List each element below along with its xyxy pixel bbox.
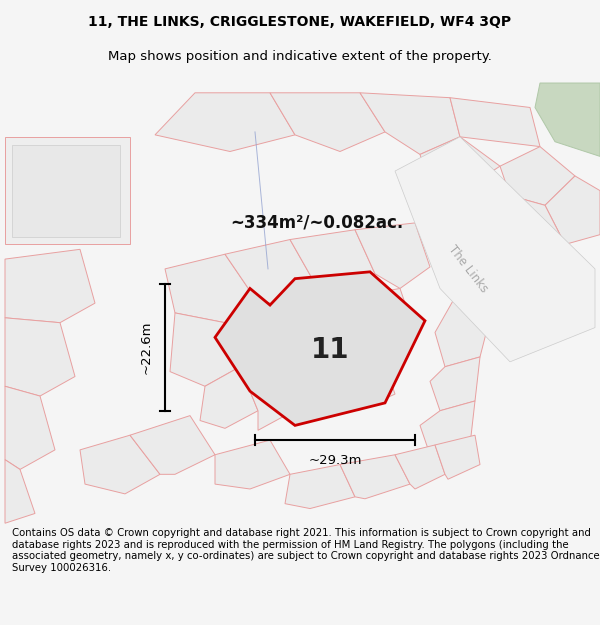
Polygon shape <box>5 142 90 201</box>
Polygon shape <box>265 362 340 424</box>
Polygon shape <box>545 176 600 244</box>
Polygon shape <box>285 464 355 509</box>
Polygon shape <box>460 239 530 318</box>
Polygon shape <box>285 298 360 362</box>
Polygon shape <box>5 318 75 396</box>
Polygon shape <box>5 137 130 244</box>
Polygon shape <box>215 440 290 489</box>
Polygon shape <box>215 272 425 426</box>
Polygon shape <box>535 83 600 156</box>
Text: ~334m²/~0.082ac.: ~334m²/~0.082ac. <box>230 214 403 232</box>
Polygon shape <box>395 137 595 362</box>
Polygon shape <box>5 142 125 239</box>
Polygon shape <box>500 147 575 205</box>
Polygon shape <box>225 239 315 308</box>
Polygon shape <box>165 254 255 322</box>
Polygon shape <box>435 435 480 479</box>
Polygon shape <box>130 416 215 474</box>
Polygon shape <box>240 367 285 430</box>
Polygon shape <box>420 137 500 186</box>
Polygon shape <box>395 445 445 489</box>
Text: 11, THE LINKS, CRIGGLESTONE, WAKEFIELD, WF4 3QP: 11, THE LINKS, CRIGGLESTONE, WAKEFIELD, … <box>88 15 512 29</box>
Polygon shape <box>355 223 430 289</box>
Polygon shape <box>490 196 565 264</box>
Polygon shape <box>340 455 410 499</box>
Text: ~22.6m: ~22.6m <box>140 321 153 374</box>
Text: Contains OS data © Crown copyright and database right 2021. This information is : Contains OS data © Crown copyright and d… <box>12 528 599 573</box>
Polygon shape <box>5 386 55 469</box>
Polygon shape <box>430 357 480 411</box>
Polygon shape <box>225 308 300 372</box>
Polygon shape <box>360 92 460 154</box>
Polygon shape <box>345 289 415 350</box>
Polygon shape <box>270 92 385 151</box>
Polygon shape <box>450 98 540 147</box>
Polygon shape <box>80 435 160 494</box>
Polygon shape <box>325 350 395 411</box>
Polygon shape <box>435 289 490 367</box>
Polygon shape <box>290 230 375 298</box>
Polygon shape <box>420 401 475 455</box>
Text: The Links: The Links <box>446 242 490 295</box>
Polygon shape <box>5 459 35 523</box>
Text: Map shows position and indicative extent of the property.: Map shows position and indicative extent… <box>108 50 492 62</box>
Text: 11: 11 <box>311 336 349 364</box>
Polygon shape <box>200 367 258 428</box>
Polygon shape <box>5 249 95 322</box>
Polygon shape <box>12 144 120 237</box>
Polygon shape <box>170 313 240 386</box>
Polygon shape <box>155 92 295 151</box>
Text: ~29.3m: ~29.3m <box>308 454 362 467</box>
